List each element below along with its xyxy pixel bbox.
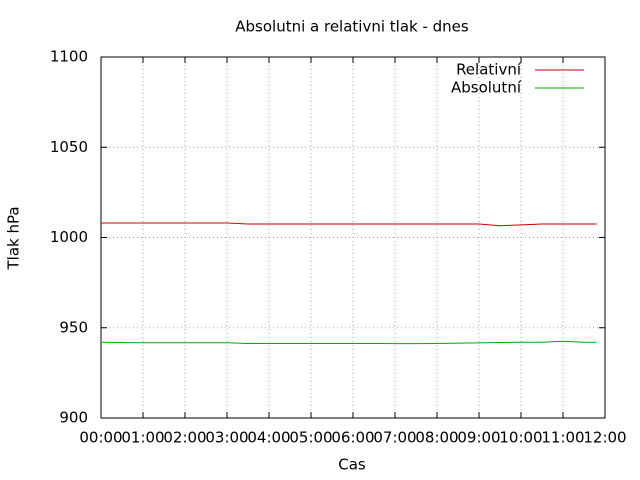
x-tick-label: 12:00 bbox=[583, 429, 626, 447]
y-tick-label: 900 bbox=[59, 409, 88, 427]
legend-label: Relativní bbox=[456, 61, 522, 79]
x-tick-label: 07:00 bbox=[373, 429, 416, 447]
x-tick-label: 11:00 bbox=[541, 429, 584, 447]
x-tick-label: 00:00 bbox=[79, 429, 122, 447]
x-axis-label: Cas bbox=[338, 456, 366, 474]
x-tick-label: 05:00 bbox=[289, 429, 332, 447]
y-axis-label: Tlak hPa bbox=[5, 206, 23, 270]
x-tick-label: 10:00 bbox=[499, 429, 542, 447]
y-tick-label: 1050 bbox=[50, 138, 88, 156]
plot-frame bbox=[100, 56, 606, 419]
x-tick-label: 08:00 bbox=[415, 429, 458, 447]
data-line bbox=[101, 222, 597, 227]
data-line bbox=[100, 340, 597, 345]
x-tick-label: 04:00 bbox=[247, 429, 290, 447]
y-tick-label: 1000 bbox=[50, 228, 88, 246]
x-tick-label: 03:00 bbox=[205, 429, 248, 447]
x-tick-label: 01:00 bbox=[121, 429, 164, 447]
y-tick-label: 1100 bbox=[50, 48, 88, 66]
chart-title: Absolutni a relativni tlak - dnes bbox=[235, 18, 469, 36]
y-tick-label: 950 bbox=[59, 318, 88, 336]
x-tick-label: 06:00 bbox=[331, 429, 374, 447]
x-tick-label: 09:00 bbox=[457, 429, 500, 447]
x-tick-label: 02:00 bbox=[163, 429, 206, 447]
legend-label: Absolutní bbox=[451, 79, 522, 97]
